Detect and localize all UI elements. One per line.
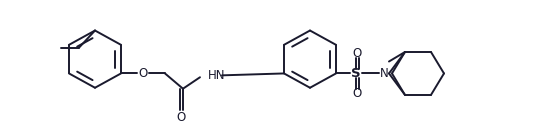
- Text: O: O: [353, 47, 362, 60]
- Text: N: N: [380, 67, 388, 80]
- Text: O: O: [138, 67, 148, 80]
- Text: HN: HN: [208, 69, 225, 82]
- Text: O: O: [353, 87, 362, 100]
- Text: S: S: [351, 67, 361, 80]
- Text: O: O: [177, 111, 186, 124]
